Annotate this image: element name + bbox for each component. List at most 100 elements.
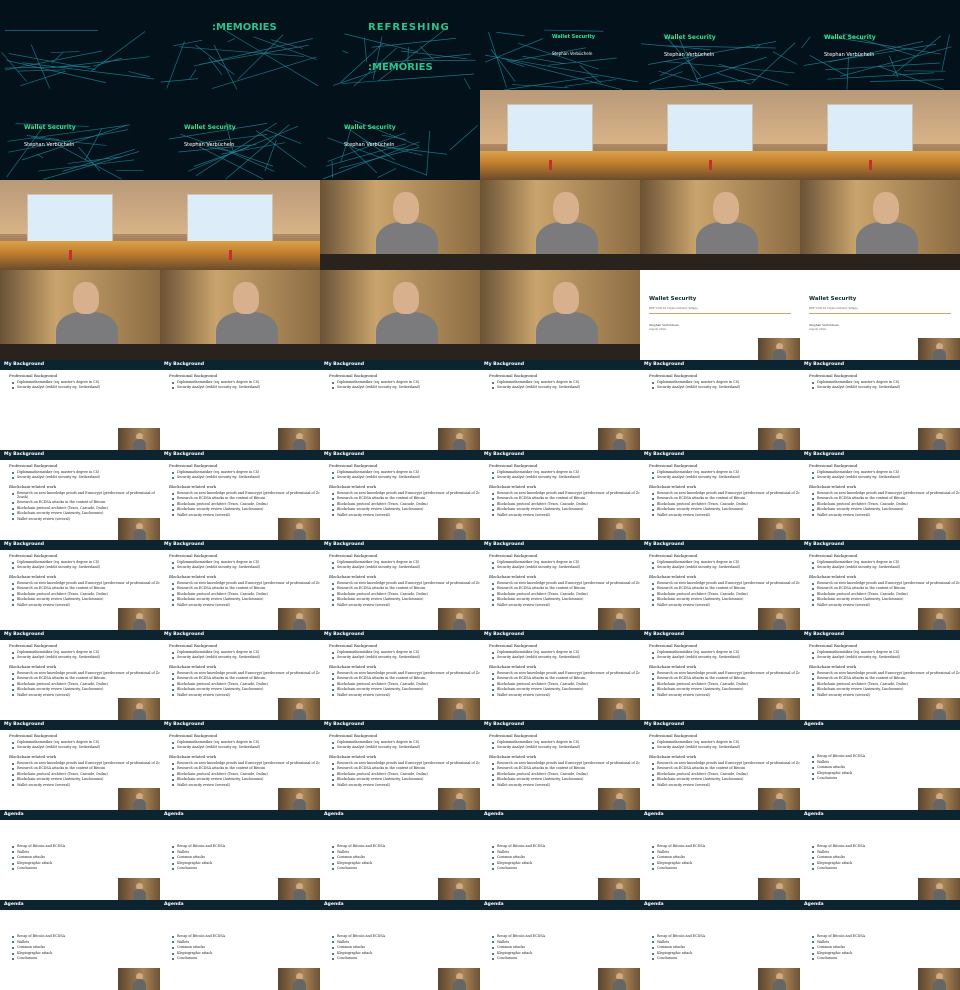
list-item: Common attacks xyxy=(332,855,385,861)
talk-title: Wallet Security xyxy=(664,34,716,41)
list-item: Diplommathematiker (eq. master's degree … xyxy=(652,560,740,565)
network-line xyxy=(15,123,89,127)
professional-list: Diplommathematiker (eq. master's degree … xyxy=(172,740,260,751)
speaker-body xyxy=(133,439,146,450)
speaker-body xyxy=(453,439,466,450)
speaker-inset xyxy=(758,698,800,720)
speaker-inset xyxy=(278,518,320,540)
network-line xyxy=(889,55,899,78)
network-line xyxy=(327,137,427,176)
network-line xyxy=(56,144,122,180)
video-thumbnail: :MEMORIES xyxy=(160,0,320,90)
list-item: Research on zero-knowledge proofs and Eu… xyxy=(12,761,160,766)
network-line xyxy=(264,139,277,172)
list-item: Research on zero-knowledge proofs and Eu… xyxy=(812,491,960,496)
network-line xyxy=(502,57,623,90)
list-item: Common attacks xyxy=(172,945,225,951)
stage xyxy=(640,151,800,180)
network-line xyxy=(659,52,705,76)
slide-header: My Background xyxy=(640,720,800,730)
speaker-inset xyxy=(758,518,800,540)
speaker-head xyxy=(936,343,943,350)
list-item: Research on zero-knowledge proofs and Eu… xyxy=(652,671,800,676)
section-heading: Professional Background xyxy=(489,643,538,648)
speaker-body xyxy=(453,619,466,630)
blockchain-list: Research on zero-knowledge proofs and Eu… xyxy=(332,581,480,608)
list-item: Conclusions xyxy=(652,866,705,872)
network-line xyxy=(4,66,91,69)
speaker-head xyxy=(296,883,303,890)
list-item: Diplommathematiker (eq. master's degree … xyxy=(12,560,100,565)
network-line xyxy=(518,42,599,70)
section-heading: Professional Background xyxy=(649,643,698,648)
logo-text: :MEMORIES xyxy=(368,62,433,73)
projection-screen xyxy=(187,194,273,244)
list-item: Research on zero-knowledge proofs and Eu… xyxy=(172,671,320,676)
list-item: Wallet security review (several) xyxy=(12,603,160,608)
speaker-head xyxy=(936,703,943,710)
slide-header: My Background xyxy=(640,630,800,640)
logo-text: REFRESHING xyxy=(368,22,450,33)
video-thumbnail: My Background Professional Background Dipl… xyxy=(800,630,960,720)
speaker-inset xyxy=(438,698,480,720)
speaker-body xyxy=(773,529,786,540)
list-item: Conclusions xyxy=(812,776,865,782)
network-line xyxy=(325,143,407,167)
section-heading: Professional Background xyxy=(329,643,378,648)
network-line xyxy=(828,41,924,63)
video-thumbnail xyxy=(160,270,320,360)
list-item: Diplommathematiker (eq. master's degree … xyxy=(652,380,740,385)
network-line xyxy=(870,79,944,82)
list-item: Wallet security review (several) xyxy=(492,513,640,518)
section-heading: Blockchain-related work xyxy=(329,484,377,489)
section-heading: Blockchain-related work xyxy=(329,574,377,579)
speaker-inset xyxy=(758,428,800,450)
section-heading: Blockchain-related work xyxy=(649,664,697,669)
list-item: Research on zero-knowledge proofs and Eu… xyxy=(332,491,480,496)
video-thumbnail xyxy=(0,0,160,90)
lectern xyxy=(480,254,640,270)
projection-screen xyxy=(827,104,913,154)
network-line xyxy=(6,128,42,178)
network-line xyxy=(665,45,776,49)
list-item: Research on zero-knowledge proofs and Eu… xyxy=(12,671,160,676)
network-line xyxy=(169,123,268,140)
speaker-figure xyxy=(229,250,232,260)
network-line xyxy=(342,73,475,84)
video-thumbnail: Agenda Recap of Bitcoin and ECDSA Wallets C… xyxy=(640,810,800,900)
video-thumbnail: REFRESHING :MEMORIES xyxy=(320,0,480,90)
stage xyxy=(480,151,640,180)
list-item: Conclusions xyxy=(332,866,385,872)
speaker-inset xyxy=(598,788,640,810)
network-line xyxy=(62,149,135,172)
network-line xyxy=(362,140,423,156)
network-line xyxy=(488,31,507,88)
list-item: Research on ECDSA attacks in the context… xyxy=(652,496,800,501)
slide-header: My Background xyxy=(640,360,800,370)
list-item: Blockchain protocol architect (Tezos, Ca… xyxy=(332,682,480,687)
speaker-head xyxy=(553,192,579,224)
list-item: Blockchain protocol architect (Tezos, Ca… xyxy=(12,592,160,597)
network-line xyxy=(579,65,602,84)
network-line xyxy=(564,79,616,87)
list-item: Wallets xyxy=(172,940,225,946)
network-line xyxy=(718,63,789,86)
logo-prefix: : xyxy=(368,62,372,73)
list-item: Research on ECDSA attacks in the context… xyxy=(492,496,640,501)
network-line xyxy=(193,38,313,67)
network-line xyxy=(30,137,107,146)
speaker-figure xyxy=(69,250,72,260)
blockchain-list: Research on zero-knowledge proofs and Eu… xyxy=(172,761,320,788)
list-item: Blockchain protocol architect (Tezos, Ca… xyxy=(332,592,480,597)
speaker-body xyxy=(773,799,786,810)
list-item: Wallets xyxy=(332,850,385,856)
list-item: Research on ECDSA attacks in the context… xyxy=(172,496,320,501)
speaker-inset xyxy=(918,338,960,360)
list-item: Kleptographic attack xyxy=(652,951,705,957)
divider xyxy=(809,313,951,314)
professional-list: Diplommathematiker (eq. master's degree … xyxy=(332,740,420,751)
speaker-head xyxy=(456,523,463,530)
list-item: Research on ECDSA attacks in the context… xyxy=(332,586,480,591)
professional-list: Diplommathematiker (eq. master's degree … xyxy=(652,380,740,391)
list-item: Blockchain security review (Auteurity, L… xyxy=(492,777,640,782)
